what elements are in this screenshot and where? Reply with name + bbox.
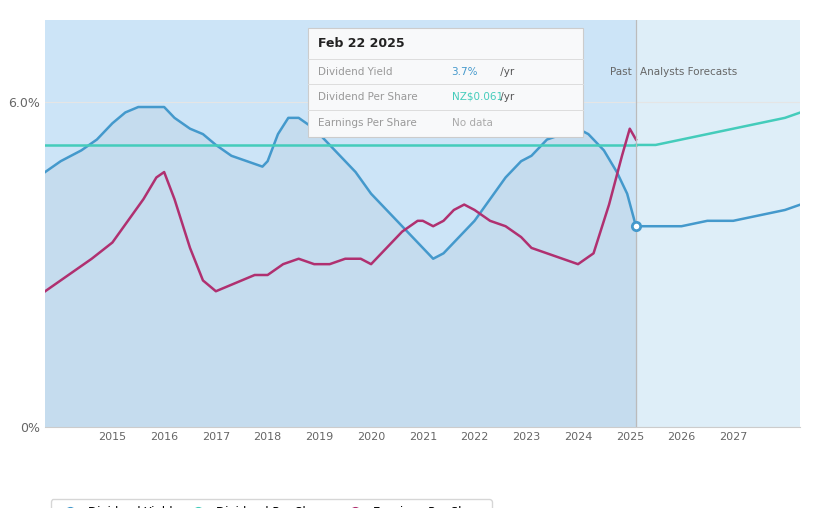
Text: Analysts Forecasts: Analysts Forecasts — [640, 67, 737, 77]
Text: Dividend Per Share: Dividend Per Share — [318, 92, 417, 102]
Bar — [636, 20, 800, 427]
Text: NZ$0.061: NZ$0.061 — [452, 92, 502, 102]
Text: Feb 22 2025: Feb 22 2025 — [318, 37, 405, 50]
Text: No data: No data — [452, 118, 493, 128]
Bar — [45, 20, 636, 427]
Text: /yr: /yr — [497, 92, 514, 102]
Text: Dividend Yield: Dividend Yield — [318, 67, 392, 77]
Text: 3.7%: 3.7% — [452, 67, 478, 77]
Legend: Dividend Yield, Dividend Per Share, Earnings Per Share: Dividend Yield, Dividend Per Share, Earn… — [51, 499, 492, 508]
Text: Past: Past — [610, 67, 632, 77]
Text: /yr: /yr — [497, 67, 514, 77]
Text: Earnings Per Share: Earnings Per Share — [318, 118, 416, 128]
